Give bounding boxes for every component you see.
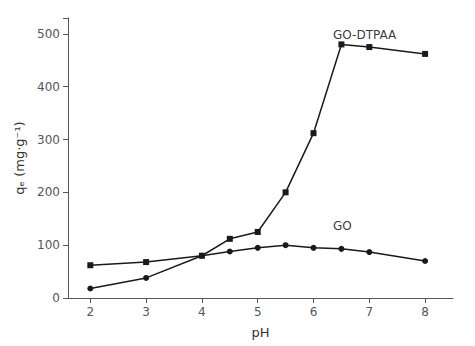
svg-text:3: 3 [142,305,150,319]
svg-text:pH: pH [251,325,269,340]
svg-text:2: 2 [86,305,94,319]
svg-text:500: 500 [37,27,60,41]
svg-text:400: 400 [37,80,60,94]
svg-text:4: 4 [198,305,206,319]
svg-text:0: 0 [52,291,60,305]
svg-text:GO-DTPAA: GO-DTPAA [333,28,397,42]
svg-text:7: 7 [365,305,373,319]
svg-text:100: 100 [37,238,60,252]
svg-text:6: 6 [310,305,318,319]
svg-text:5: 5 [254,305,262,319]
svg-text:GO: GO [333,219,352,233]
svg-text:8: 8 [421,305,429,319]
svg-text:300: 300 [37,133,60,147]
svg-text:200: 200 [37,185,60,199]
svg-text:qₑ (mg·g⁻¹): qₑ (mg·g⁻¹) [12,121,27,194]
